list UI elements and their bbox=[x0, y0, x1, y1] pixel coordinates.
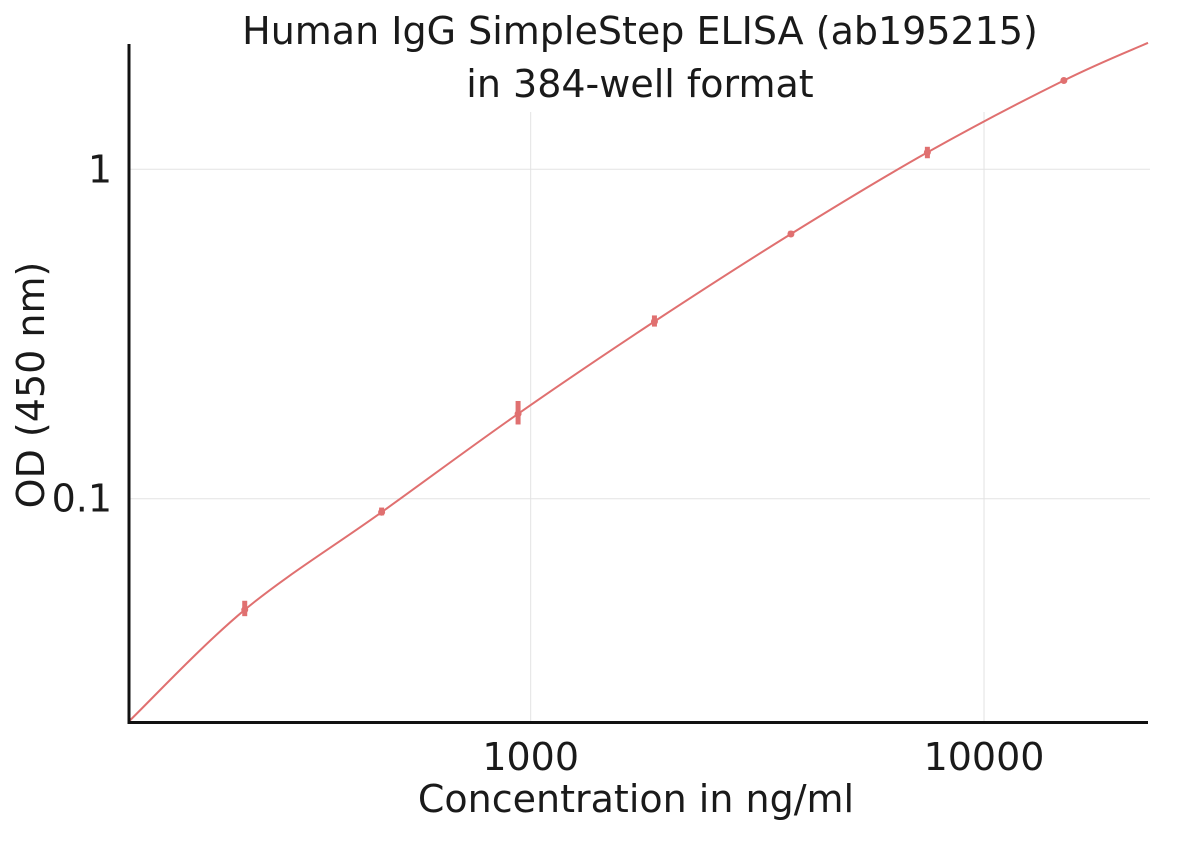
x-axis-label: Concentration in ng/ml bbox=[418, 777, 854, 821]
y-axis-label: OD (450 nm) bbox=[9, 262, 53, 509]
data-point-5 bbox=[923, 148, 931, 156]
fit-curve bbox=[128, 41, 1149, 723]
tick-labels-group: 1000 10000 0.1 1 bbox=[52, 147, 1045, 779]
data-point-4 bbox=[787, 230, 795, 238]
chart-title-line-1: Human IgG SimpleStep ELISA (ab195215) bbox=[242, 9, 1038, 53]
y-tick-label-1: 1 bbox=[88, 147, 112, 191]
x-tick-label-1: 10000 bbox=[924, 735, 1045, 779]
data-points-group bbox=[241, 76, 1068, 617]
fit-curve-group bbox=[128, 41, 1149, 723]
data-point-2 bbox=[514, 410, 522, 418]
data-point-1 bbox=[378, 508, 386, 516]
data-point-0 bbox=[241, 606, 249, 614]
data-point-6 bbox=[1060, 76, 1068, 84]
data-point-3 bbox=[650, 318, 658, 326]
grid bbox=[129, 112, 1150, 722]
y-tick-label-0: 0.1 bbox=[52, 477, 112, 521]
x-tick-label-0: 1000 bbox=[482, 735, 579, 779]
chart-title-line-2: in 384-well format bbox=[466, 62, 813, 106]
